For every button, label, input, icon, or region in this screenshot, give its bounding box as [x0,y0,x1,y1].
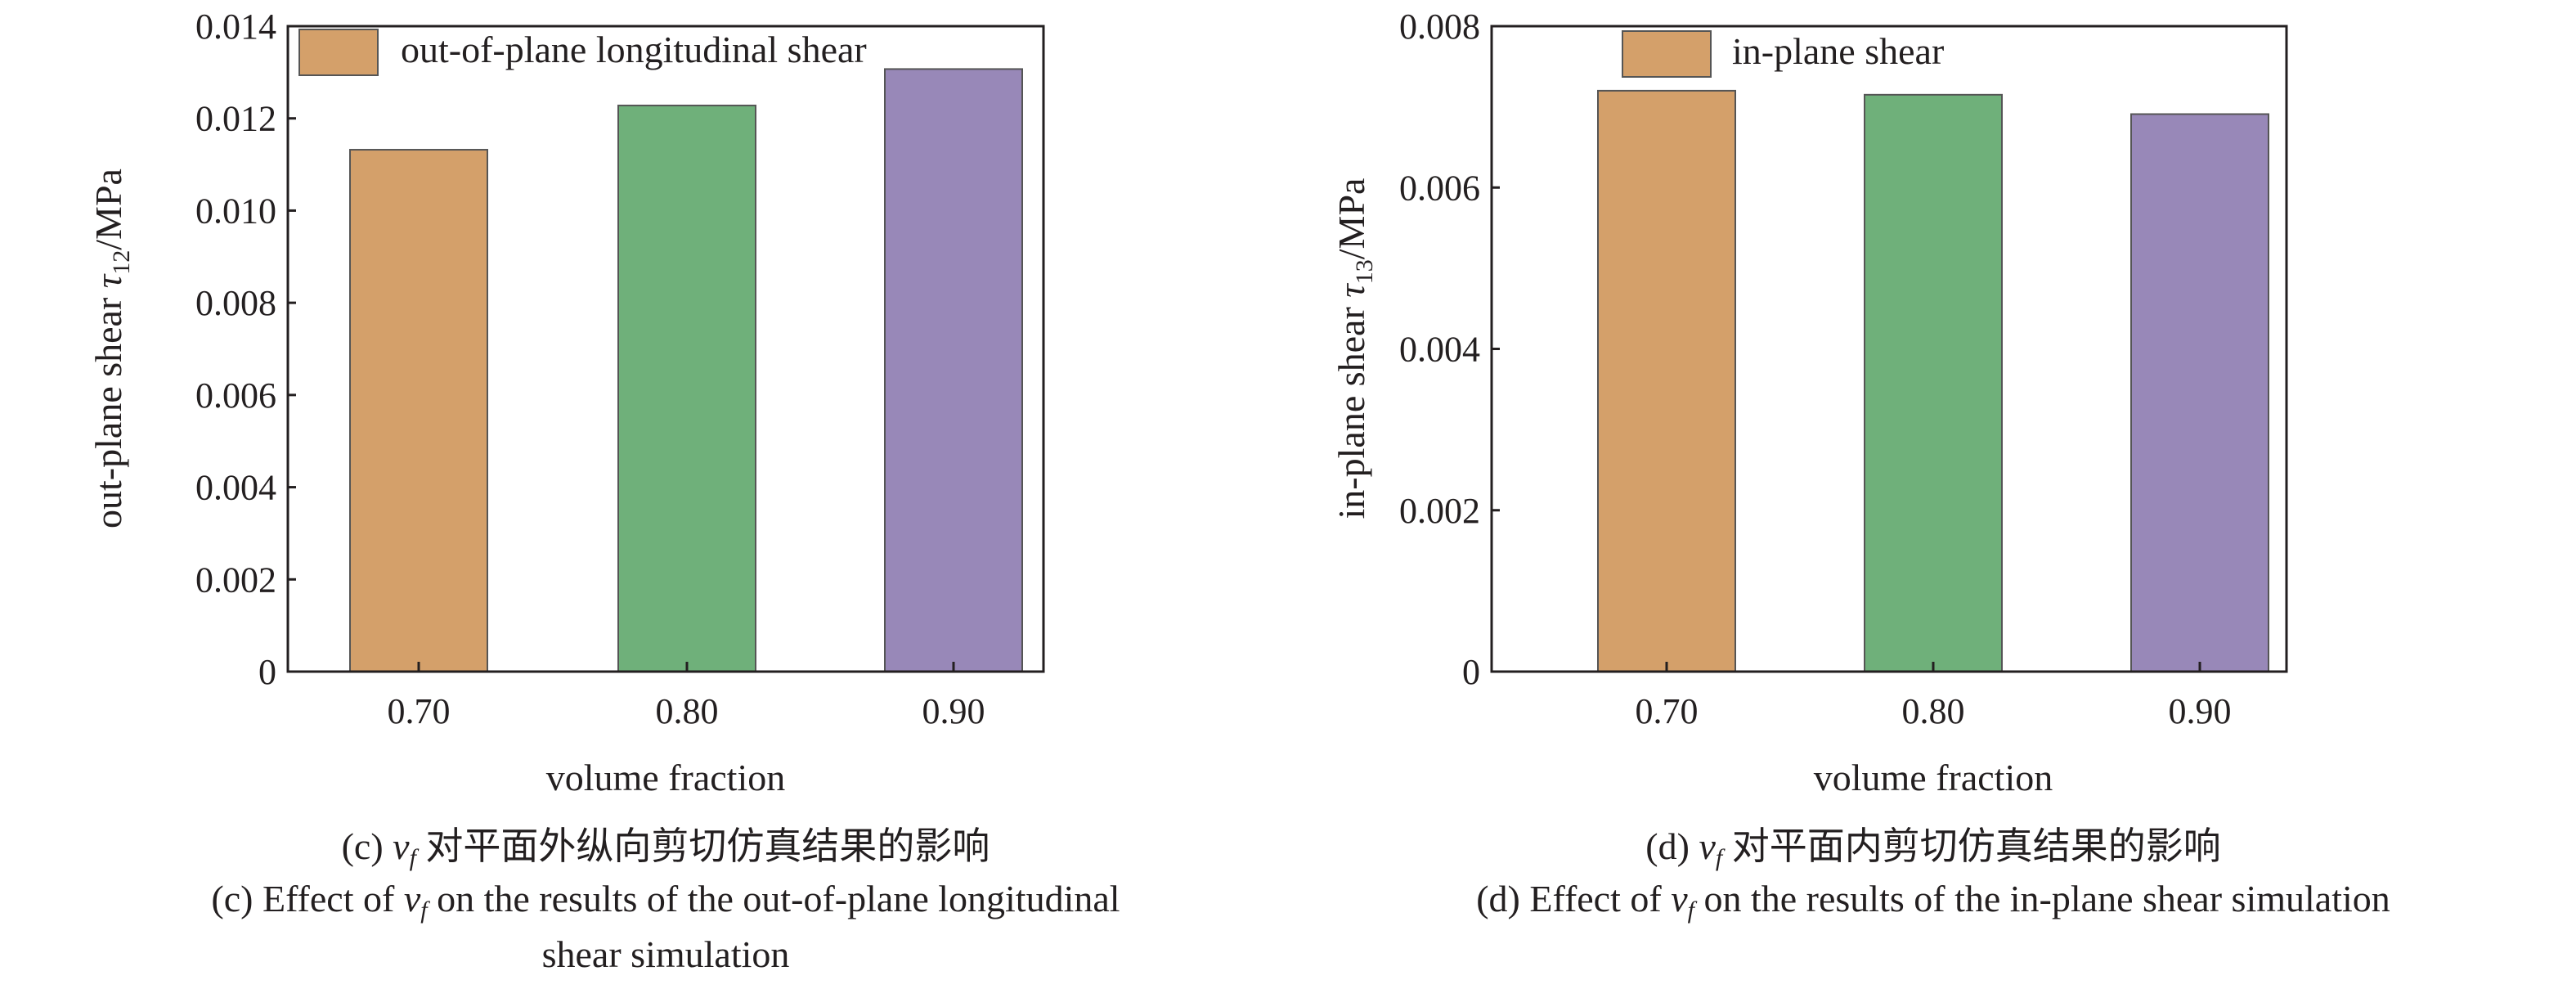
y-tick-label: 0.014 [195,7,276,47]
x-axis-label-d: volume fraction [1814,757,2053,798]
x-tick-label: 0.80 [1902,691,1965,731]
y-axis-label-d: in-plane shear τ13/MPa [1331,178,1378,519]
plot-frame-c [286,25,1045,673]
y-tick-label: 0.008 [1399,7,1480,47]
caption-en-c: (c) Effect of vf on the results of the o… [211,878,1120,924]
bars-c [349,68,1023,673]
y-tick-label: 0.010 [195,191,276,231]
x-tick-label: 0.90 [922,691,985,731]
y-tick-label: 0 [258,652,276,692]
y-tick-label: 0.008 [195,283,276,323]
caption-en-c-line2: shear simulation [542,933,790,975]
x-ticks-c: 0.70 0.80 0.90 [388,662,985,731]
x-ticks-d: 0.70 0.80 0.90 [1636,662,2232,731]
bar-0.80 [617,104,756,673]
legend-label-c: out-of-plane longitudinal shear [401,29,867,70]
legend-swatch-d [1622,30,1712,78]
panel-c: 0 0.002 0.004 0.006 0.008 0.010 0.012 0.014 0.7… [88,7,1120,975]
y-tick-label: 0.012 [195,99,276,139]
panel-d: 0 0.002 0.004 0.006 0.008 0.70 0.80 0.90 in-pl… [1331,7,2390,924]
legend-label-d: in-plane shear [1732,30,1944,72]
x-tick-label: 0.70 [388,691,451,731]
y-tick-label: 0.002 [1399,491,1480,531]
caption-en-d: (d) Effect of vf on the results of the i… [1476,878,2390,924]
x-tick-label: 0.80 [656,691,719,731]
caption-cn-c: (c) vf 对平面外纵向剪切仿真结果的影响 [342,825,990,871]
bar-0.70 [349,149,488,672]
y-tick-label: 0.002 [195,560,276,600]
x-axis-label-c: volume fraction [546,757,786,798]
y-tick-label: 0.004 [1399,330,1480,370]
bars-d [1597,89,2269,673]
y-tick-label: 0.004 [195,468,276,508]
caption-cn-d: (d) vf 对平面内剪切仿真结果的影响 [1645,825,2220,871]
x-tick-label: 0.90 [2169,691,2232,731]
y-ticks-c: 0 0.002 0.004 0.006 0.008 0.010 0.012 0.014 [195,7,296,692]
legend-swatch-c [298,29,379,76]
bar-0.90 [884,68,1023,672]
bar-0.80 [1864,93,2003,673]
y-ticks-d: 0 0.002 0.004 0.006 0.008 [1399,7,1500,692]
bar-0.90 [2130,113,2269,673]
x-tick-label: 0.70 [1636,691,1699,731]
y-tick-label: 0.006 [1399,168,1480,208]
y-tick-label: 0 [1462,652,1480,692]
bar-0.70 [1597,89,1736,672]
y-tick-label: 0.006 [195,375,276,416]
y-axis-label-c: out-plane shear τ12/MPa [88,169,135,528]
